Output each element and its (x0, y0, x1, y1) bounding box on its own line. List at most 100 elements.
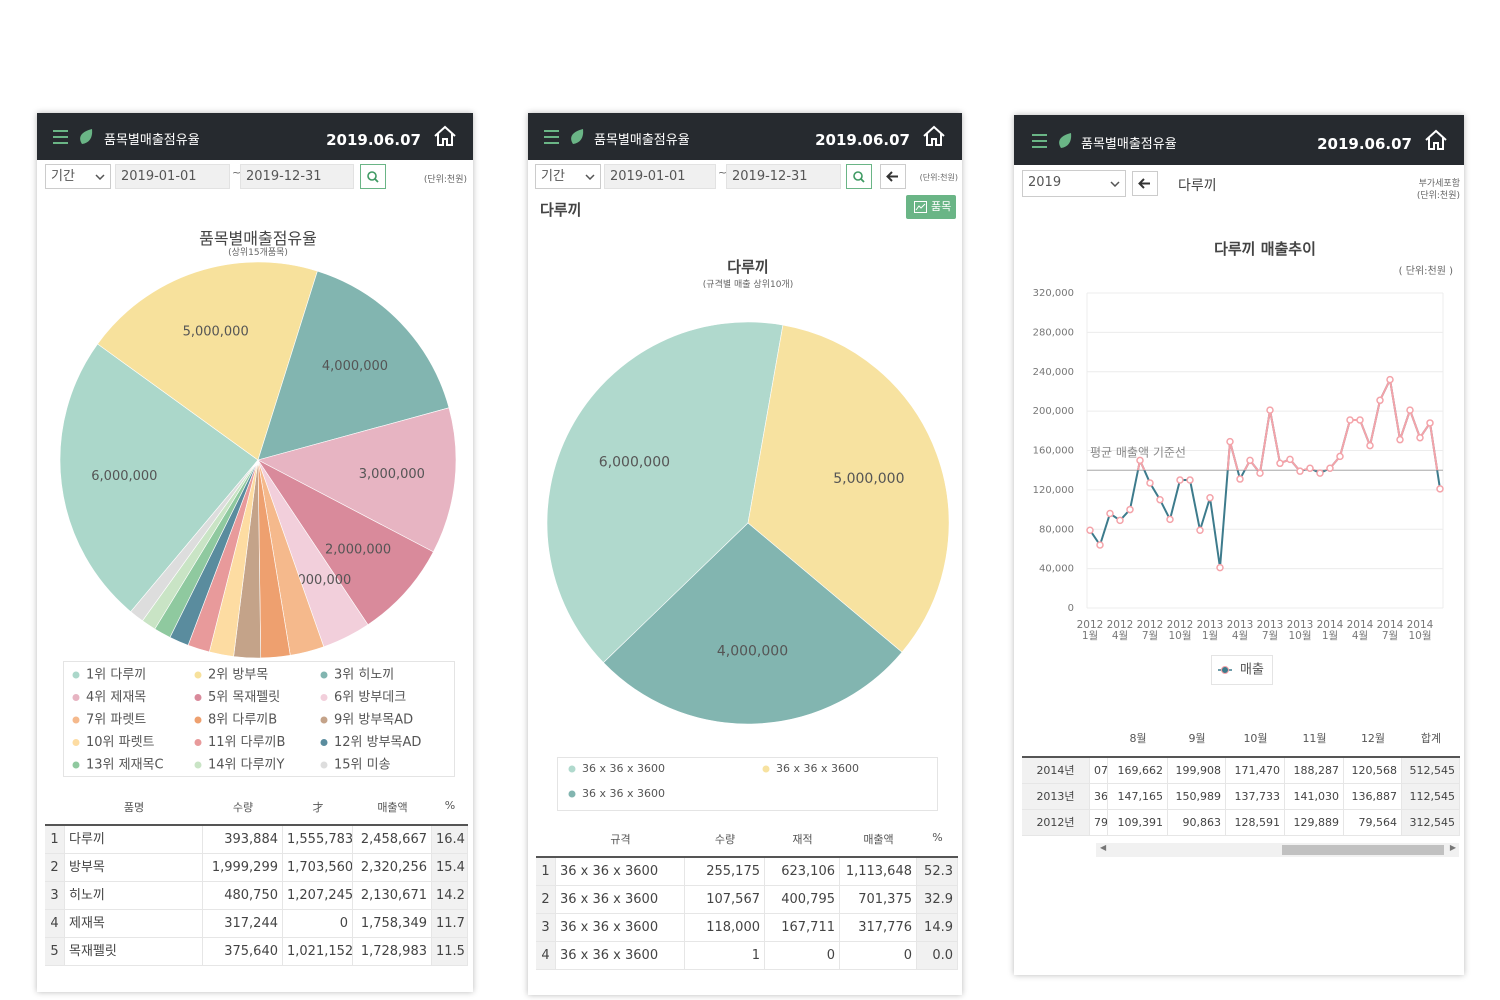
period-label: 기간 (541, 169, 565, 184)
date-from[interactable]: 2019-01-01 (604, 164, 716, 189)
x-tick-label: 2012 1월 (1076, 619, 1104, 642)
header-icons[interactable] (1032, 133, 1078, 149)
scroll-left[interactable]: ◀ (1100, 843, 1107, 852)
legend-marker (194, 761, 202, 769)
item-button[interactable]: 품목 (906, 195, 956, 219)
home-icon[interactable] (922, 125, 946, 147)
table-header: 8월 (1129, 732, 1147, 745)
table-cell: 369 (1090, 784, 1108, 810)
table-cell: 1 (536, 858, 556, 886)
legend-label: 12위 방부목AD (334, 735, 421, 750)
data-point (1136, 456, 1144, 465)
header-icons[interactable] (544, 129, 590, 145)
data-point (1106, 509, 1114, 518)
table-cell: 5 (45, 938, 65, 966)
year-select[interactable]: 2019 (1022, 170, 1126, 197)
legend-label: 14위 다루끼Y (208, 758, 285, 773)
pie-slice (97, 261, 318, 461)
back-button[interactable] (1132, 171, 1158, 196)
table-cell: 150,989 (1168, 784, 1226, 810)
table-cell: 히노끼 (65, 882, 203, 910)
table-cell: 147,165 (1108, 784, 1168, 810)
slice-label: 4,000,000 (717, 644, 788, 660)
search-button[interactable] (846, 164, 872, 189)
y-tick-label: 320,000 (1033, 288, 1074, 299)
table-cell: 137,733 (1226, 784, 1285, 810)
data-point (1176, 476, 1184, 484)
table-cell: 11.5 (432, 938, 468, 966)
legend-label: 7위 파렛트 (86, 713, 146, 728)
legend-marker (72, 716, 80, 724)
table-cell: 32.9 (917, 886, 958, 914)
table-cell: 2 (45, 854, 65, 882)
vat-label: 부가세포함 (1418, 179, 1460, 189)
y-tick-label: 160,000 (1033, 446, 1074, 457)
table-cell: 2,458,667 (353, 826, 432, 854)
y-tick-label: 280,000 (1033, 327, 1074, 338)
data-point (1146, 479, 1154, 487)
data-point (1336, 452, 1344, 461)
search-button[interactable] (360, 164, 386, 189)
table-cell: 701,375 (840, 886, 917, 914)
legend-marker (320, 671, 328, 679)
data-point (1376, 396, 1384, 405)
legend-marker (72, 761, 80, 769)
unit-label: (단위:천원) (1416, 191, 1460, 201)
header-date: 2019.06.07 (1317, 135, 1412, 153)
data-point (1216, 563, 1224, 572)
y-tick-label: 40,000 (1039, 564, 1074, 575)
item-button-label: 품목 (931, 200, 952, 213)
table-cell: 199,908 (1168, 758, 1226, 784)
table-cell: 2014년 (1022, 758, 1090, 784)
table-cell: 1,113,648 (840, 858, 917, 886)
date-to[interactable]: 2019-12-31 (726, 164, 841, 189)
table-cell: 3 (536, 914, 556, 942)
legend-box (1211, 655, 1273, 685)
pie-slice (59, 343, 259, 613)
scrollbar-thumb[interactable] (1282, 845, 1444, 855)
legend-marker (762, 765, 770, 773)
table-cell: 480,750 (203, 882, 283, 910)
data-point (1406, 406, 1414, 414)
screen: 품목별매출점유율 2019.06.07 기간 2019-01-01 ~ 2019… (37, 113, 473, 992)
legend-marker (320, 716, 328, 724)
legend-marker (194, 716, 202, 724)
pie-slice (130, 459, 259, 622)
period-select[interactable]: 기간 (45, 164, 111, 189)
table-header: 합계 (1420, 732, 1442, 745)
home-icon[interactable] (433, 125, 457, 147)
table-cell: 512,545 (1402, 758, 1460, 784)
data-point (1306, 464, 1314, 472)
legend-label: 36 x 36 x 3600 (582, 787, 665, 800)
table-cell: 36 x 36 x 3600 (556, 942, 685, 970)
table-cell: 1 (685, 942, 765, 970)
table-cell: 118,000 (685, 914, 765, 942)
date-from[interactable]: 2019-01-01 (115, 164, 230, 189)
x-tick-label: 2012 10월 (1166, 619, 1194, 642)
table-header: 10월 (1243, 732, 1268, 745)
table-cell: 3 (45, 882, 65, 910)
pie-slice (257, 407, 457, 553)
unit-label: (단위:천원) (423, 175, 467, 185)
back-button[interactable] (880, 164, 906, 189)
header-icons[interactable] (53, 129, 99, 145)
date-to[interactable]: 2019-12-31 (240, 164, 354, 189)
legend-label: 1위 다루끼 (86, 668, 146, 683)
table-rule (45, 824, 468, 826)
table-cell: 36 x 36 x 3600 (556, 914, 685, 942)
table-cell: 52.3 (917, 858, 958, 886)
home-icon[interactable] (1424, 129, 1448, 151)
chart-subtitle: (규격별 매출 상위10개) (702, 280, 794, 290)
item-name: 다루끼 (540, 201, 582, 219)
pie-slice (602, 522, 903, 725)
data-point (1116, 516, 1124, 525)
scroll-right[interactable]: ▶ (1449, 843, 1456, 852)
legend-label: 36 x 36 x 3600 (582, 762, 665, 775)
legend-label: 13위 제재목C (86, 758, 164, 773)
scrollbar[interactable]: ◀ ▶ (1096, 843, 1459, 857)
y-tick-label: 240,000 (1033, 367, 1074, 378)
period-select[interactable]: 기간 (535, 164, 601, 189)
period-label: 기간 (51, 169, 75, 184)
data-point (1276, 459, 1284, 468)
